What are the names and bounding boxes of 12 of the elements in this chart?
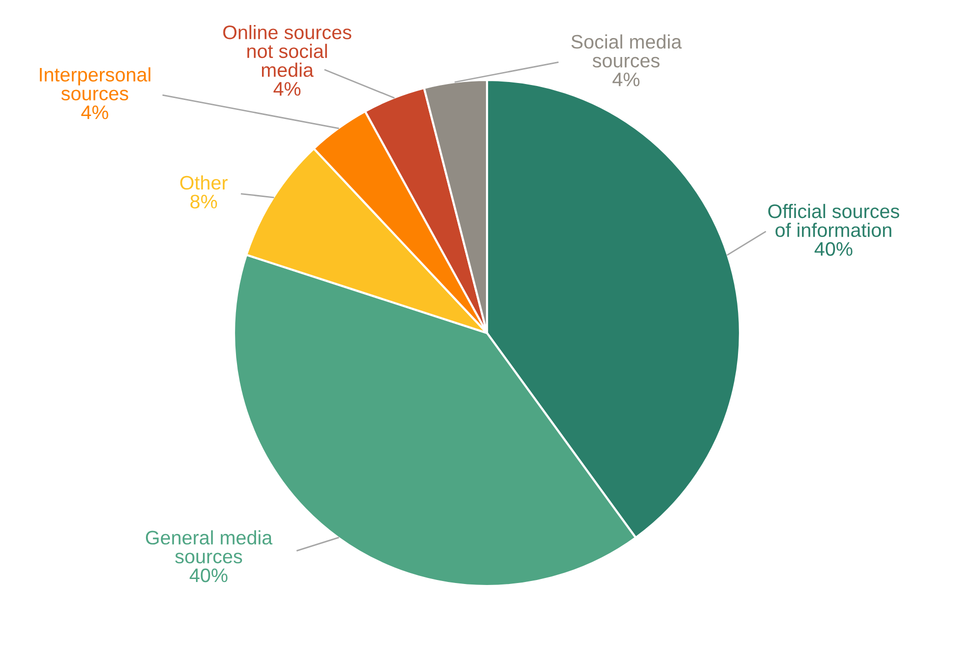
data-label: 40% (190, 568, 228, 582)
slice-label: Official sources of information (768, 204, 900, 238)
slice-label: Interpersonal sources (40, 67, 150, 100)
data-label: 4% (612, 72, 640, 86)
data-label: 8% (190, 194, 217, 208)
data-label: 40% (814, 242, 852, 256)
data-label: 4% (274, 82, 300, 96)
slice-label: Online sources not social media (223, 24, 352, 77)
slice-label: General media sources (146, 530, 272, 564)
data-label: 4% (81, 106, 108, 120)
slice-label: Social media sources (571, 34, 682, 68)
slice-label: Other (180, 175, 228, 190)
